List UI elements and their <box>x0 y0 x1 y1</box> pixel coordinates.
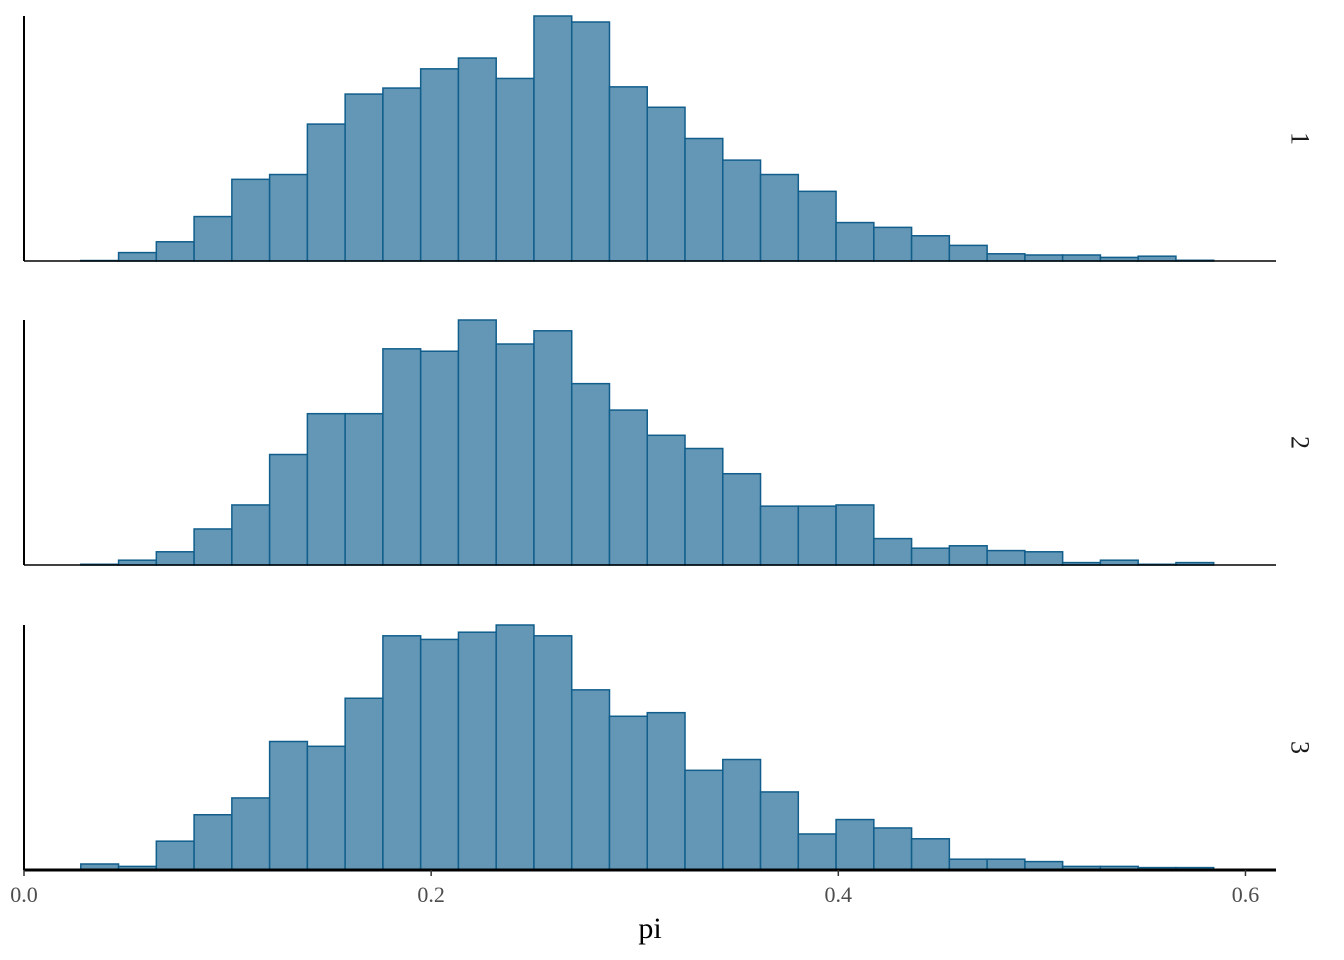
x-tick-label: 0.6 <box>1232 882 1260 907</box>
histogram-bar <box>722 472 762 566</box>
histogram-bars-2 <box>80 319 1215 566</box>
histogram-bar <box>646 711 686 871</box>
histogram-bar <box>797 833 837 871</box>
histogram-bar <box>910 235 951 262</box>
histogram-bar <box>382 87 422 262</box>
histogram-bar <box>533 330 573 566</box>
histogram-bar <box>797 505 837 566</box>
histogram-bar <box>268 740 309 871</box>
x-tick-label: 0.2 <box>417 882 445 907</box>
histogram-bar <box>382 348 422 566</box>
histogram-bar <box>873 537 913 566</box>
histogram-bar <box>344 412 384 566</box>
facet-strip-label: 3 <box>1286 741 1315 754</box>
histogram-bar <box>306 412 346 566</box>
facet-panel-2: 2 <box>23 319 1315 566</box>
histogram-bar <box>835 504 875 566</box>
histogram-bar <box>193 215 233 262</box>
x-tick-label: 0.0 <box>10 882 38 907</box>
histogram-bar <box>948 545 988 566</box>
x-tick-label: 0.4 <box>825 882 853 907</box>
histogram-bar <box>231 178 271 262</box>
histogram-bar <box>457 631 497 871</box>
histogram-bar <box>419 350 460 566</box>
histogram-bar <box>570 382 611 566</box>
histogram-bar <box>873 827 913 871</box>
histogram-bar <box>910 547 951 566</box>
histogram-bars-3 <box>80 624 1215 871</box>
histogram-bar <box>986 253 1026 262</box>
histogram-bar <box>193 528 233 566</box>
histogram-bar <box>306 745 346 871</box>
histogram-bar <box>155 241 195 262</box>
histogram-bar <box>306 123 346 262</box>
histogram-bar <box>155 840 195 871</box>
histogram-bar <box>759 791 800 871</box>
histogram-bar <box>608 409 649 566</box>
x-axis-title: pi <box>638 912 661 945</box>
histogram-bar <box>268 173 309 262</box>
facet-panel-1: 1 <box>23 15 1315 262</box>
histogram-bar <box>419 638 460 871</box>
histogram-bar <box>1061 254 1102 262</box>
histogram-bars-1 <box>80 15 1215 262</box>
histogram-bar <box>759 173 800 262</box>
histogram-bar <box>722 159 762 262</box>
x-axis-ticks: 0.0 0.2 0.4 0.6 <box>10 870 1259 907</box>
histogram-bar <box>495 624 535 871</box>
histogram-bar <box>495 77 535 262</box>
histogram-bar <box>382 635 422 871</box>
histogram-bar <box>570 21 611 262</box>
histogram-bar <box>608 86 649 262</box>
histogram-bar <box>419 68 460 262</box>
histogram-bar <box>268 453 309 566</box>
histogram-bar <box>910 838 951 871</box>
histogram-bar <box>646 434 686 566</box>
histogram-bar <box>533 15 573 262</box>
histogram-bar <box>722 758 762 871</box>
histogram-bar <box>948 858 988 871</box>
histogram-bar <box>646 106 686 262</box>
histogram-bar <box>495 343 535 566</box>
facet-strip-label: 2 <box>1286 436 1315 449</box>
histogram-bar <box>193 814 233 871</box>
facet-panel-3: 3 <box>23 624 1315 872</box>
histogram-bar <box>873 226 913 262</box>
histogram-bar <box>344 93 384 262</box>
histogram-bar <box>986 549 1026 566</box>
histogram-bar <box>759 505 800 566</box>
histogram-bar <box>457 319 497 566</box>
histogram-bar <box>231 504 271 566</box>
histogram-bar <box>948 244 988 262</box>
histogram-bar <box>684 137 724 262</box>
histogram-bar <box>155 551 195 566</box>
histogram-bar <box>835 221 875 262</box>
histogram-bar <box>608 715 649 871</box>
histogram-bar <box>835 818 875 871</box>
histogram-bar <box>1024 551 1064 566</box>
histogram-bar <box>457 57 497 262</box>
histogram-bar <box>533 635 573 871</box>
histogram-bar <box>797 190 837 262</box>
histogram-bar <box>570 689 611 871</box>
histogram-bar <box>986 858 1026 871</box>
histogram-bar <box>1024 254 1064 262</box>
histogram-bar <box>117 251 158 262</box>
facet-panels: 1 2 3 <box>23 15 1315 872</box>
histogram-bar <box>344 697 384 871</box>
histogram-bar <box>684 447 724 566</box>
facet-strip-label: 1 <box>1286 132 1315 145</box>
histogram-bar <box>684 769 724 871</box>
histogram-bar <box>231 797 271 871</box>
x-axis: 0.0 0.2 0.4 0.6 pi <box>10 870 1259 945</box>
